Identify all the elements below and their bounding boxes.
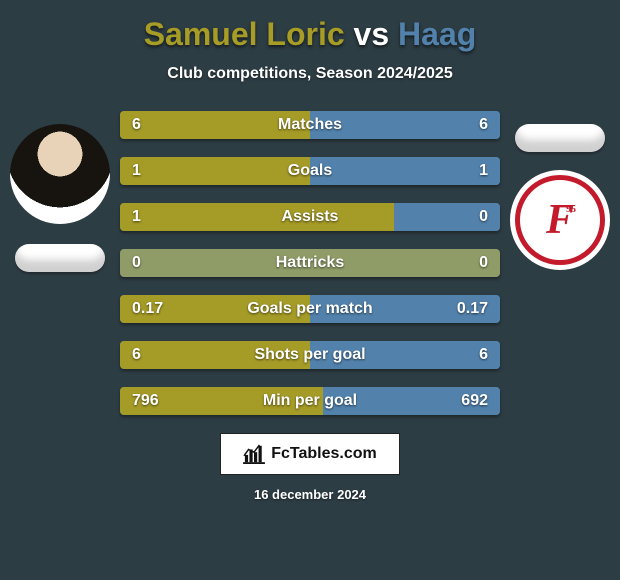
footer-date: 16 december 2024 [0,487,620,502]
crest-small-number: 95 [566,204,576,215]
title-vs: vs [354,16,390,52]
stat-row: 66Matches [120,111,500,139]
player1-club-badge [15,244,105,272]
stat-row: 10Assists [120,203,500,231]
brand-box: FcTables.com [220,433,400,475]
chart-icon [243,444,265,464]
stat-row: 0.170.17Goals per match [120,295,500,323]
stat-label: Goals [120,157,500,185]
player2-club-badge [515,124,605,152]
subtitle: Club competitions, Season 2024/2025 [0,65,620,83]
stat-label: Hattricks [120,249,500,277]
player1-avatar [10,124,110,224]
stat-label: Goals per match [120,295,500,323]
brand-text: FcTables.com [271,445,377,463]
stats-bars: 66Matches 11Goals 10Assists 00Hattricks 0.17… [120,111,500,415]
stat-row: 796692Min per goal [120,387,500,415]
crest-letter: F 95 [546,196,574,244]
title-player1: Samuel Loric [144,16,345,52]
comparison-card: Samuel Loric vs Haag Club competitions, … [0,0,620,580]
crest-ring: F 95 [515,175,605,265]
stat-row: 00Hattricks [120,249,500,277]
stat-label: Matches [120,111,500,139]
stat-label: Shots per goal [120,341,500,369]
page-title: Samuel Loric vs Haag [0,16,620,53]
stat-label: Assists [120,203,500,231]
stat-label: Min per goal [120,387,500,415]
stat-row: 66Shots per goal [120,341,500,369]
title-player2: Haag [398,16,476,52]
stat-row: 11Goals [120,157,500,185]
player2-club-crest: F 95 [510,170,610,270]
